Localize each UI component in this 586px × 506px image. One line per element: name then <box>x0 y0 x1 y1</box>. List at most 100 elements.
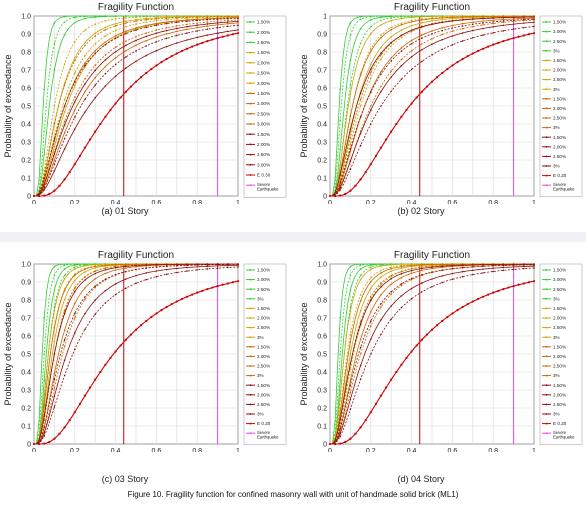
curve-marker <box>83 146 87 149</box>
curve-marker <box>43 404 45 406</box>
curve-marker <box>359 144 362 147</box>
curve-marker <box>334 442 337 446</box>
legend-marker <box>249 31 252 34</box>
y-tick-label: 0.9 <box>317 280 327 287</box>
legend-label: Severe <box>553 430 567 435</box>
legend-label: 2.50% <box>553 39 566 44</box>
legend-marker <box>545 126 548 129</box>
curve-marker <box>84 268 86 270</box>
legend-marker <box>545 40 548 43</box>
curve-marker <box>114 22 117 25</box>
curve-marker <box>63 264 66 267</box>
curve-marker <box>349 437 352 440</box>
curve-marker <box>410 30 413 33</box>
curve-marker <box>441 29 443 32</box>
curve-marker <box>370 280 372 283</box>
legend-marker <box>545 336 548 339</box>
y-tick-label: 0.2 <box>21 158 31 165</box>
legend-label: 2.50% <box>257 287 270 292</box>
curve-marker <box>380 319 382 321</box>
curve-marker <box>390 70 392 72</box>
curve-marker <box>380 36 382 39</box>
curve-marker <box>186 25 188 28</box>
legend-label: 2.50% <box>257 111 270 116</box>
curve-marker <box>487 293 490 296</box>
curve-marker <box>165 29 168 32</box>
chart-title: Fragility Function <box>394 250 470 261</box>
curve-marker <box>63 15 66 18</box>
curve-marker <box>370 338 372 340</box>
curve-marker <box>410 24 413 27</box>
curve-marker <box>349 93 352 95</box>
curve-marker <box>216 24 219 26</box>
curve-marker <box>84 276 86 278</box>
curve-marker <box>145 39 147 42</box>
curve-marker <box>104 272 107 275</box>
curve-marker <box>206 23 209 25</box>
curve-marker <box>145 35 147 38</box>
curve-marker <box>349 160 352 162</box>
curve-marker <box>370 311 372 313</box>
legend-label: 3% <box>257 412 264 417</box>
curve-marker <box>390 274 392 277</box>
legend-label: 3% <box>553 48 560 53</box>
curve-marker <box>176 21 178 24</box>
curve-marker <box>512 16 515 19</box>
legend-label: E 0.30 <box>553 173 567 178</box>
legend-label: 3.00% <box>257 162 270 167</box>
curve-marker <box>186 266 188 269</box>
curve-marker <box>472 21 474 24</box>
legend-label: 2.00% <box>553 277 566 282</box>
curve-marker <box>349 59 352 62</box>
curve-marker <box>502 16 505 19</box>
legend-label: 1.50% <box>553 58 566 63</box>
y-tick-label: 0.3 <box>317 140 327 147</box>
curve-marker <box>390 60 392 62</box>
curve-marker <box>370 63 372 66</box>
curve-marker <box>482 268 484 270</box>
curve-marker <box>451 20 454 22</box>
curve-marker <box>370 50 372 53</box>
curve-marker <box>523 265 525 268</box>
curve-marker <box>476 49 479 53</box>
curve-marker <box>512 28 515 30</box>
curve-marker <box>135 274 137 277</box>
curve-marker <box>145 15 147 18</box>
curve-marker <box>74 266 76 269</box>
legend-label: 2.00% <box>257 392 270 397</box>
curve-marker <box>89 386 92 389</box>
curve-marker <box>104 289 107 292</box>
curve-marker <box>145 272 147 274</box>
curve-marker <box>145 267 147 269</box>
curve-marker <box>63 309 66 312</box>
curve-marker <box>94 69 96 72</box>
curve-marker <box>165 33 168 35</box>
curve-marker <box>487 45 490 48</box>
curve-marker <box>145 17 147 20</box>
curve-marker <box>104 115 107 118</box>
curve-marker <box>185 47 189 50</box>
curve-marker <box>211 286 214 289</box>
curve-marker <box>461 270 464 273</box>
curve-marker <box>175 52 178 55</box>
curve-marker <box>339 393 341 396</box>
legend-label: 2.50% <box>257 40 270 45</box>
legend-label: E 0.30 <box>257 173 271 178</box>
curve-marker <box>533 267 535 269</box>
chart-panel-c: Fragility Function 0 0.1 0.2 0.3 0.4 0.5 0.6 0.7… <box>0 248 288 484</box>
curve-marker <box>370 320 372 322</box>
curve-marker <box>43 173 45 175</box>
legend-marker <box>545 49 548 52</box>
y-tick-label: 0 <box>27 442 31 449</box>
curve-marker <box>160 61 163 64</box>
curve-marker <box>175 300 178 303</box>
curve-marker <box>349 310 352 312</box>
curve-marker <box>532 280 536 283</box>
curve-marker <box>410 21 413 23</box>
curve-marker <box>359 300 362 302</box>
curve-marker <box>451 30 454 33</box>
curve-marker <box>227 21 229 23</box>
curve-marker <box>74 332 76 334</box>
curve-marker <box>237 24 239 27</box>
y-tick-label: 0.5 <box>21 352 31 359</box>
